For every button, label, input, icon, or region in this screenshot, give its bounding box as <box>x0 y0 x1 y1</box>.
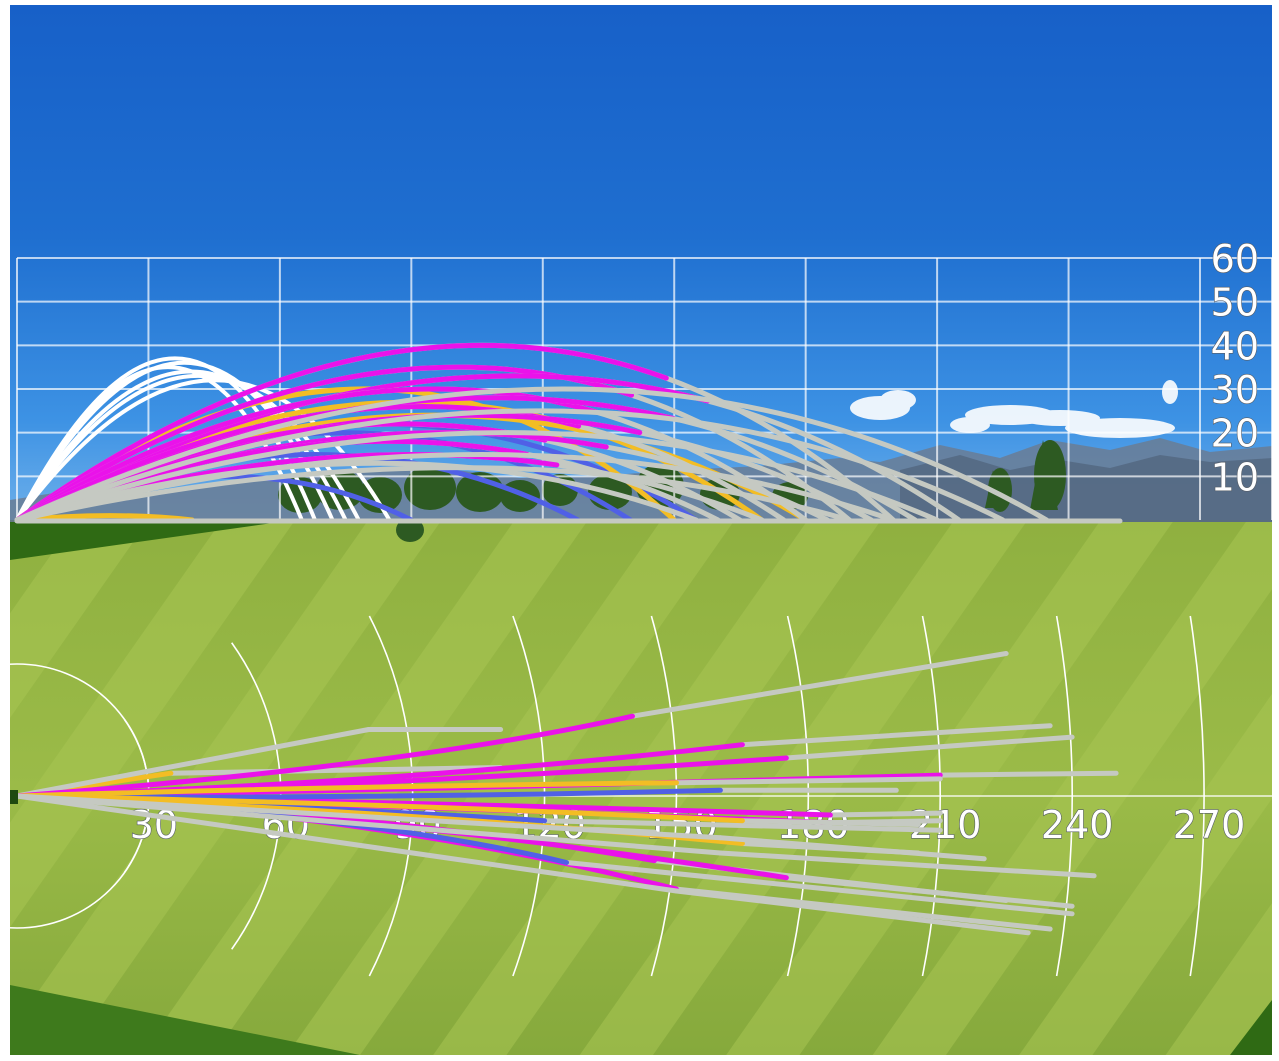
top-roll-segment <box>673 776 943 786</box>
top-roll-segment <box>827 810 943 818</box>
top-trajectory <box>14 793 679 894</box>
side-trajectory <box>14 364 852 523</box>
side-trajectory <box>14 342 896 523</box>
fairway-left-edge <box>10 520 280 560</box>
top-view-trajectories <box>14 651 1119 936</box>
top-roll-segment <box>717 850 1097 879</box>
side-trajectory <box>14 373 962 523</box>
top-roll-segment <box>739 723 1053 748</box>
top-trajectory <box>14 780 679 799</box>
clouds <box>850 380 1178 438</box>
tee-marker <box>10 790 18 804</box>
height-tick-label: 30 <box>1211 368 1259 412</box>
top-trajectory <box>14 793 723 841</box>
distance-tick-label: 270 <box>1173 803 1246 847</box>
side-trajectory <box>15 373 361 522</box>
top-roll-segment <box>937 770 1119 778</box>
top-trajectory <box>14 793 723 856</box>
side-trajectory <box>14 386 809 523</box>
top-roll-segment <box>564 860 1075 917</box>
side-trajectory <box>14 395 918 523</box>
side-trajectory <box>14 408 1006 523</box>
top-roll-segment <box>783 734 1075 761</box>
top-roll-segment <box>673 886 1053 932</box>
height-tick-label: 60 <box>1211 237 1259 281</box>
top-roll-segment <box>673 888 1031 936</box>
top-roll-segment <box>739 818 921 827</box>
top-trajectory <box>14 713 635 799</box>
side-trajectory <box>15 356 317 522</box>
side-trajectory <box>14 386 1050 523</box>
side-trajectory <box>14 430 940 523</box>
height-tick-label: 20 <box>1211 412 1259 456</box>
height-tick-label: 10 <box>1211 455 1259 499</box>
height-tick-label: 40 <box>1211 324 1259 368</box>
top-roll-segment <box>168 765 504 776</box>
fairway-bottom-left-edge <box>10 985 360 1055</box>
height-tick-label: 50 <box>1211 281 1259 325</box>
top-roll-segment <box>717 835 987 862</box>
side-view-trajectories <box>14 342 1123 524</box>
distance-tick-label: 240 <box>1041 803 1114 847</box>
top-roll-segment <box>629 651 1009 719</box>
side-trajectory <box>14 460 699 523</box>
side-trajectory <box>14 403 787 523</box>
top-roll-segment <box>542 818 943 833</box>
fairway-bottom-right-edge <box>1230 1000 1272 1055</box>
side-trajectory <box>14 513 195 523</box>
top-roll-segment <box>783 875 1075 909</box>
top-trajectory <box>14 727 372 799</box>
